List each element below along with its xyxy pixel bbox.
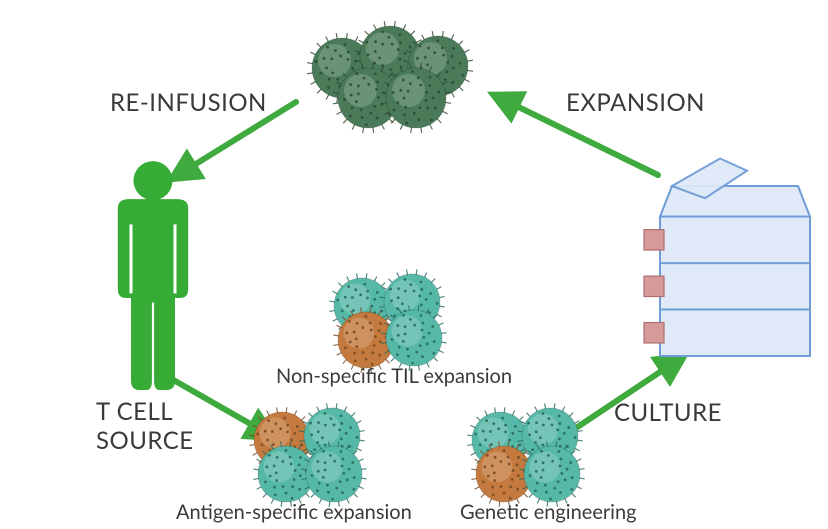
label-culture: CULTURE [614, 398, 722, 427]
incubator-rack [644, 276, 664, 296]
cells-genetic-cell-3 [519, 441, 584, 506]
patient-icon [118, 161, 188, 390]
cells-nonspecific-cell-3 [381, 305, 446, 370]
label-antigen-specific: Antigen-specific expansion [176, 500, 412, 524]
cells-nonspecific [329, 269, 446, 372]
expanded-cells-cell-4 [381, 63, 451, 133]
incubator-rack [644, 230, 664, 250]
expanded-cells [307, 21, 473, 133]
cells-genetic [467, 403, 584, 506]
label-reinfusion: RE-INFUSION [110, 88, 267, 117]
incubator-rack [644, 323, 664, 343]
cells-antigen-cell-3 [301, 441, 366, 506]
label-expansion: EXPANSION [566, 88, 705, 117]
label-tcell-source: T CELLSOURCE [96, 398, 194, 456]
cells-antigen [249, 403, 366, 506]
label-nonspecific: Non-specific TIL expansion [276, 364, 512, 388]
incubator-icon [644, 158, 810, 356]
label-genetic-eng: Genetic engineering [460, 500, 637, 524]
